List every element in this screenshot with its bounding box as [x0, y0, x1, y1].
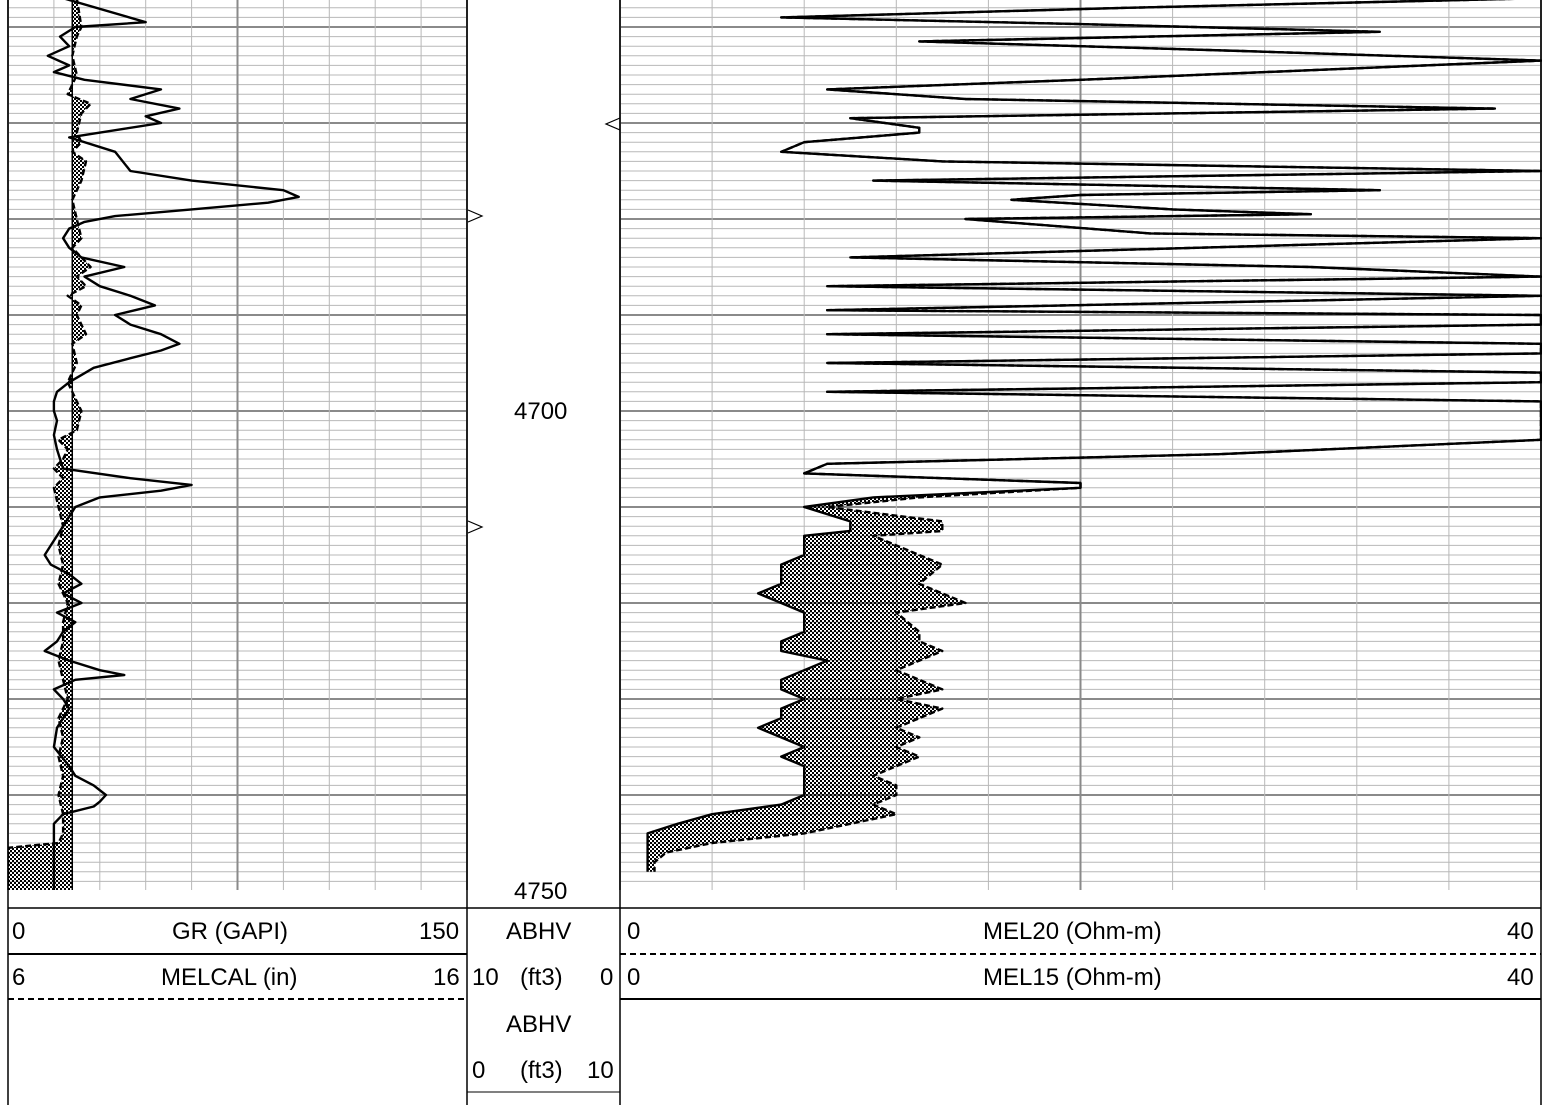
track-3-fill — [647, 0, 1541, 872]
mel15-curve-name: MEL15 (Ohm-m) — [983, 964, 1162, 991]
melcal-max-label: 16 — [433, 964, 460, 991]
curve-gr — [43, 0, 300, 890]
caliper-fill — [8, 0, 91, 890]
abhv-unit-label-1: (ft3) — [520, 964, 563, 991]
mel15-min-label: 0 — [627, 964, 641, 991]
depth-track-markers — [467, 117, 621, 534]
track-1-grid — [7, 0, 468, 890]
abhv-curve-name-2: ABHV — [506, 1011, 572, 1038]
resistivity-separation-fill — [647, 0, 1541, 872]
mel20-max-label: 40 — [1507, 918, 1534, 945]
depth-label-4700: 4700 — [514, 398, 568, 425]
melcal-min-label: 6 — [12, 964, 26, 991]
track-3-curves — [646, 0, 1542, 872]
abhv-left-label-2: 0 — [472, 1057, 486, 1084]
track-1-curves — [8, 0, 300, 890]
abhv-right-label-2: 10 — [587, 1057, 614, 1084]
depth-marker — [604, 117, 621, 131]
abhv-left-label-1: 10 — [472, 964, 499, 991]
track-3-grid — [619, 0, 1542, 890]
gr-max-label: 150 — [419, 918, 460, 945]
header-lines — [8, 953, 1541, 1093]
gr-min-label: 0 — [12, 918, 26, 945]
gr-curve-name: GR (GAPI) — [172, 918, 289, 945]
abhv-curve-name-1: ABHV — [506, 918, 572, 945]
abhv-unit-label-2: (ft3) — [520, 1057, 563, 1084]
curve-melcal — [8, 0, 92, 890]
depth-marker — [467, 520, 484, 534]
mel15-max-label: 40 — [1507, 964, 1534, 991]
depth-marker — [467, 209, 484, 223]
abhv-right-label-1: 0 — [600, 964, 614, 991]
mel20-curve-name: MEL20 (Ohm-m) — [983, 918, 1162, 945]
melcal-curve-name: MELCAL (in) — [161, 964, 298, 991]
curve-mel15 — [646, 0, 1542, 872]
mel20-min-label: 0 — [627, 918, 641, 945]
track-borders — [7, 0, 1542, 1105]
depth-label-4750: 4750 — [514, 878, 568, 905]
